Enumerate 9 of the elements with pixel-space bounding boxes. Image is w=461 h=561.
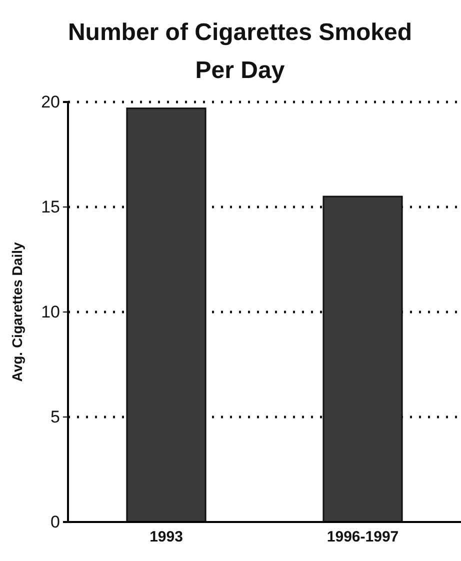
x-tick-label: 1993 — [150, 528, 183, 546]
x-tick-label: 1996-1997 — [326, 528, 399, 546]
y-tick-label: 15 — [41, 197, 60, 216]
y-tick-label: 20 — [41, 92, 60, 112]
y-tick-label: 10 — [41, 302, 60, 322]
chart-title: Number of Cigarettes Smoked Per Day — [68, 19, 412, 84]
y-tick-label: 5 — [50, 407, 60, 426]
y-axis-title: Avg. Cigarettes Daily — [9, 242, 25, 382]
y-tick-label: 0 — [50, 512, 60, 532]
